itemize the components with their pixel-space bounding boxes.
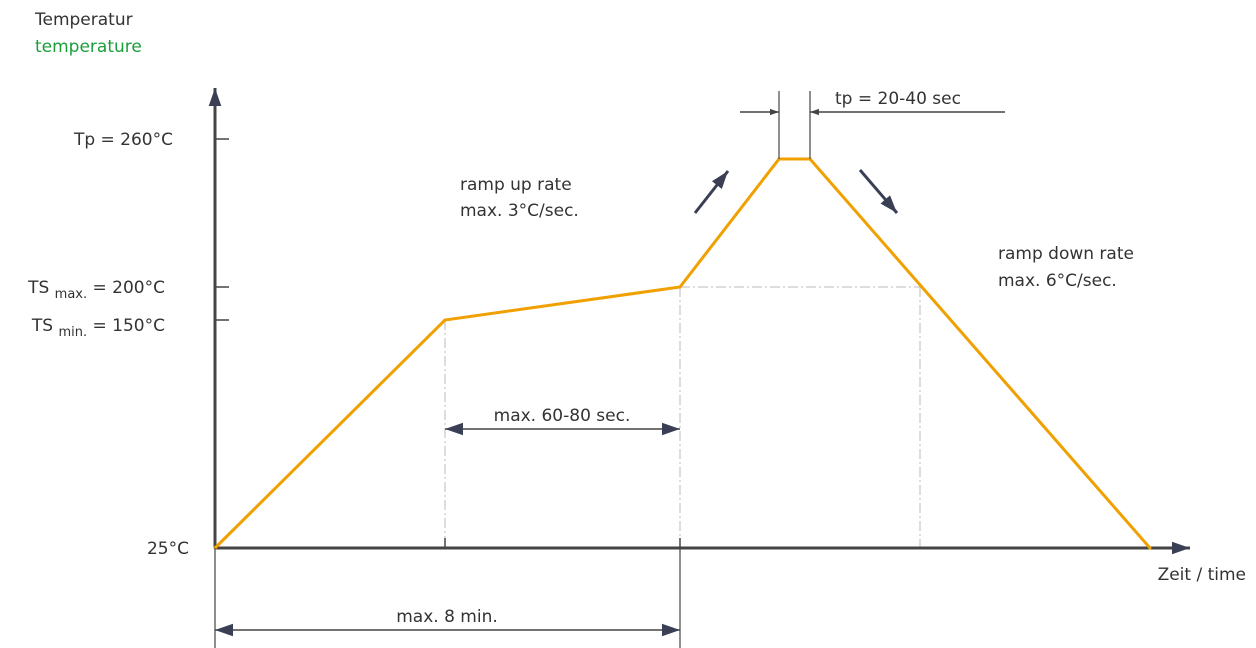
x-axis-title: Zeit / time	[1158, 565, 1246, 585]
ramp-down-label-line1: ramp down rate	[998, 244, 1134, 264]
ts-min-suffix: = 150°C	[93, 316, 165, 336]
series-line-reflow-profile	[213, 157, 1152, 550]
series-points	[213, 157, 1152, 550]
ramp-up-label-line1: ramp up rate	[460, 175, 572, 195]
ts-max-sub: max.	[55, 287, 87, 302]
ramp-down-arrow	[858, 169, 899, 214]
y-tick-label-25: 25°C	[147, 539, 189, 559]
profile-point-1	[443, 318, 447, 322]
soak-window-dimension: max. 60-80 sec.	[445, 406, 680, 436]
ts-max-prefix: TS	[27, 278, 49, 298]
total-window-dimension: max. 8 min.	[214, 548, 681, 648]
ts-min-sub: min.	[58, 325, 87, 340]
soak-window-label: max. 60-80 sec.	[494, 406, 631, 426]
y-tick-marks	[215, 138, 229, 321]
y-axis-title-de: Temperatur	[34, 10, 133, 30]
tp-window-label: tp = 20-40 sec	[835, 89, 961, 109]
x-tick-marks	[444, 538, 681, 548]
ramp-down-label-line2: max. 6°C/sec.	[998, 271, 1117, 291]
ramp-up-label-line2: max. 3°C/sec.	[460, 201, 579, 221]
ts-max-suffix: = 200°C	[93, 278, 165, 298]
ts-min-prefix: TS	[31, 316, 53, 336]
tp-window-dimension: tp = 20-40 sec	[740, 89, 1005, 159]
y-axis-title-en: temperature	[35, 37, 142, 57]
profile-point-2	[678, 285, 682, 289]
y-tick-label-tp: Tp = 260°C	[73, 130, 173, 150]
y-tick-label-ts-max: TS max. = 200°C	[27, 278, 165, 303]
total-window-label: max. 8 min.	[396, 607, 498, 627]
ramp-up-arrow	[693, 170, 730, 214]
profile-point-5	[1148, 546, 1152, 550]
y-tick-label-ts-min: TS min. = 150°C	[31, 316, 165, 341]
